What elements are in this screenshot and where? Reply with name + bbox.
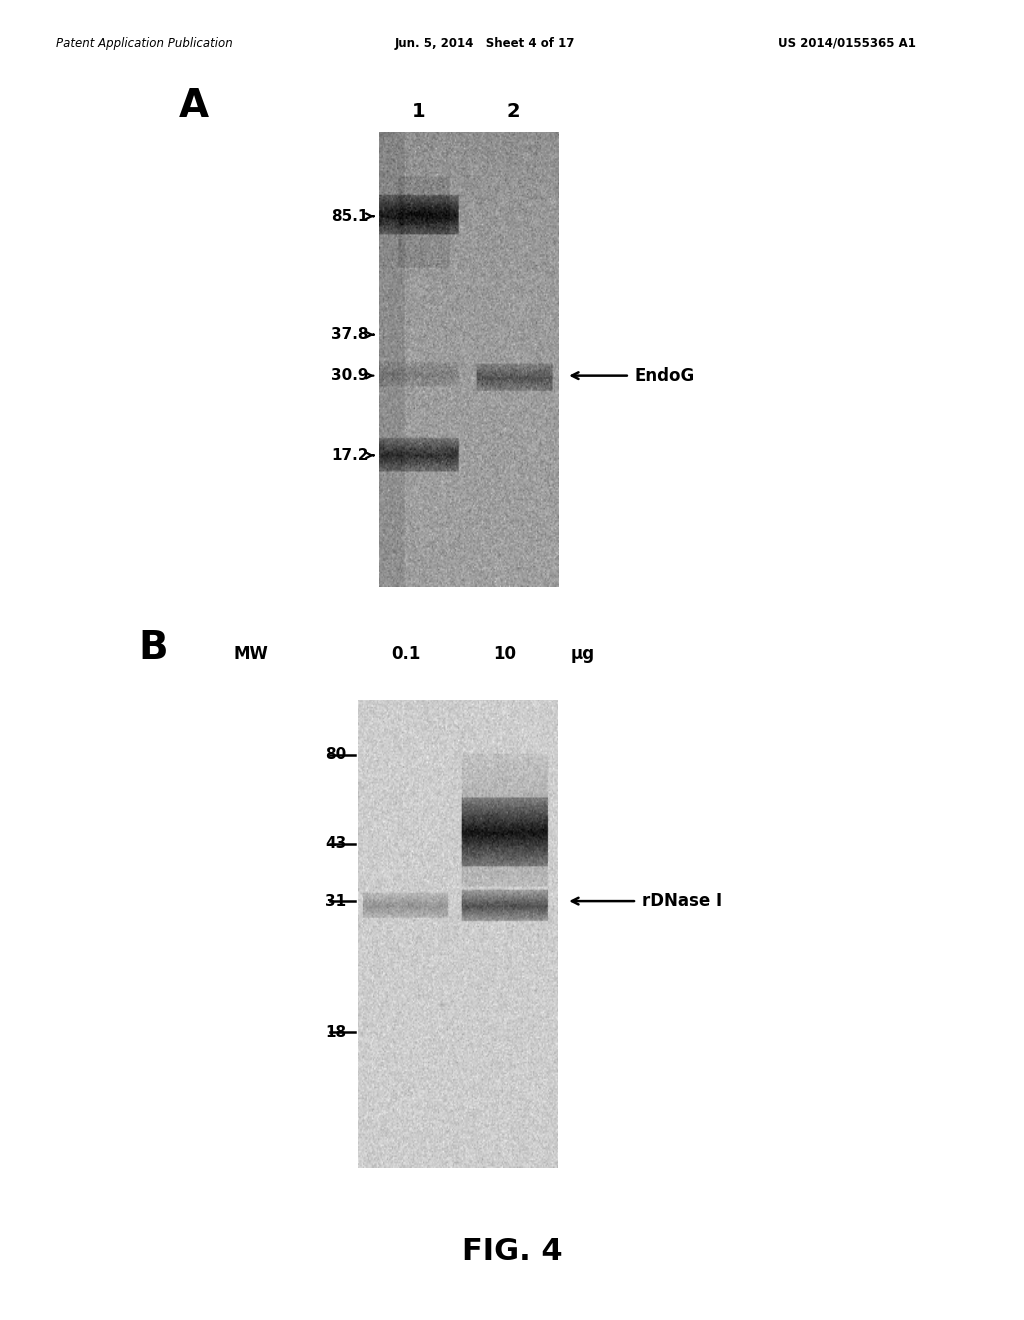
Text: 1: 1 — [412, 103, 425, 121]
Text: 85.1: 85.1 — [332, 209, 369, 224]
Text: μg: μg — [570, 644, 595, 663]
Text: Jun. 5, 2014   Sheet 4 of 17: Jun. 5, 2014 Sheet 4 of 17 — [394, 37, 574, 50]
Text: 0.1: 0.1 — [391, 644, 421, 663]
Text: 18: 18 — [325, 1024, 346, 1040]
Text: 2: 2 — [507, 103, 520, 121]
Text: 10: 10 — [493, 644, 516, 663]
Text: 30.9: 30.9 — [331, 368, 369, 383]
Text: Patent Application Publication: Patent Application Publication — [56, 37, 233, 50]
Text: US 2014/0155365 A1: US 2014/0155365 A1 — [778, 37, 916, 50]
Text: MW: MW — [233, 644, 268, 663]
Text: EndoG: EndoG — [635, 367, 695, 384]
Text: 43: 43 — [325, 837, 346, 851]
Text: A: A — [179, 87, 209, 125]
Text: B: B — [138, 628, 168, 667]
Text: FIG. 4: FIG. 4 — [462, 1237, 562, 1266]
Text: 37.8: 37.8 — [331, 327, 369, 342]
Text: 31: 31 — [325, 894, 346, 908]
Text: 17.2: 17.2 — [331, 447, 369, 463]
Text: 80: 80 — [325, 747, 346, 763]
Text: rDNase I: rDNase I — [642, 892, 722, 909]
